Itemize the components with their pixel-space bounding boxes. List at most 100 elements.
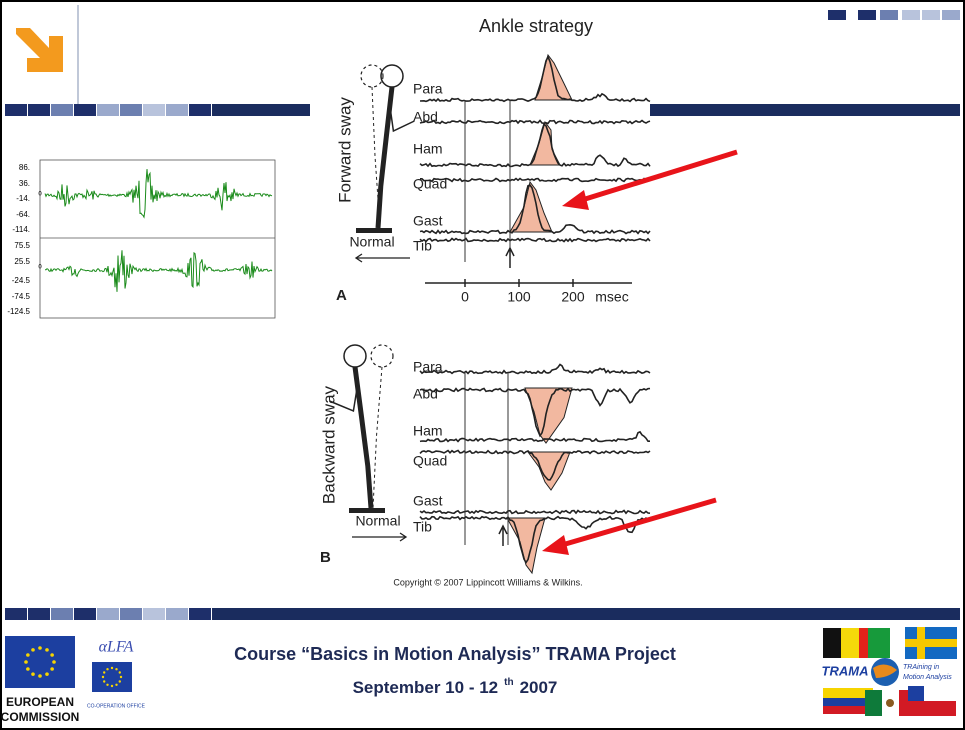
star [106, 684, 108, 686]
star [31, 672, 35, 676]
star [115, 684, 117, 686]
slide: 86. 36. -14. -64. -114. 0 75.5 25.5 -24.… [0, 0, 965, 730]
star [50, 667, 54, 671]
band-seg [189, 104, 211, 116]
tick-label: -74.5 [12, 292, 31, 301]
band-seg [97, 608, 119, 620]
logo-text: COMMISSION [1, 710, 80, 724]
star [102, 676, 104, 678]
star [115, 668, 117, 670]
logo-text: CO-OPERATION OFFICE [87, 703, 146, 709]
head [381, 65, 403, 87]
platform [356, 228, 392, 233]
bar [922, 10, 940, 20]
band-seg [143, 104, 165, 116]
star [45, 672, 49, 676]
axis-tick-label: 200 [561, 289, 585, 305]
star [50, 653, 54, 657]
star [103, 671, 105, 673]
star [26, 653, 30, 657]
logo-text: EUROPEAN [6, 695, 74, 709]
footer-band [5, 608, 960, 620]
band-seg [51, 608, 73, 620]
band-seg [189, 608, 211, 620]
star [38, 674, 42, 678]
direction-label: Normal [349, 234, 394, 250]
logo-text: αLFA [99, 639, 134, 656]
platform [349, 508, 385, 513]
panel-label: B [320, 549, 331, 566]
band-seg [28, 608, 50, 620]
muscle-label: Gast [413, 493, 443, 509]
tick-label: 75.5 [14, 241, 30, 250]
date: September 10 - 12 [353, 678, 499, 697]
tick-label: -114. [12, 225, 30, 234]
star [24, 660, 28, 664]
star [103, 680, 105, 682]
muscle-label: Abd [413, 386, 438, 402]
star [106, 668, 108, 670]
axis-tick-label: 0 [461, 289, 469, 305]
panel-label: A [336, 287, 347, 304]
eu-logo: EUROPEAN COMMISSION [1, 636, 80, 724]
course-title: Course “Basics in Motion Analysis” TRAMA… [234, 644, 676, 664]
date-sup: th [504, 677, 513, 688]
star [111, 685, 113, 687]
band-seg [143, 608, 165, 620]
tick-label: -64. [16, 210, 30, 219]
band-seg [97, 104, 119, 116]
direction-label: Normal [355, 513, 400, 529]
star [52, 660, 56, 664]
star [119, 680, 121, 682]
tick-label: -24.5 [12, 276, 31, 285]
muscle-label: Gast [413, 213, 443, 229]
muscle-label: Quad [413, 453, 447, 469]
bar [880, 10, 898, 20]
band-seg [74, 608, 96, 620]
band-seg [51, 104, 73, 116]
band-line [212, 608, 960, 620]
band-seg [120, 608, 142, 620]
band-seg [120, 104, 142, 116]
course-date: September 10 - 12 th 2007 [353, 677, 558, 698]
band-seg [5, 104, 27, 116]
tick-label: -14. [16, 194, 30, 203]
tick-label: 36. [19, 179, 30, 188]
figure: Ankle strategy Forward sway Normal Para … [310, 5, 650, 597]
band-seg [166, 608, 188, 620]
band-seg [5, 608, 27, 620]
star [120, 676, 122, 678]
star [111, 667, 113, 669]
sway-label: Forward sway [335, 97, 354, 203]
year: 2007 [520, 678, 558, 697]
star [31, 648, 35, 652]
figure-title: Ankle strategy [479, 16, 593, 36]
muscle-label: Tib [413, 519, 432, 535]
band-seg [166, 104, 188, 116]
axis-tick-label: 100 [507, 289, 531, 305]
star [26, 667, 30, 671]
band-seg [28, 104, 50, 116]
muscle-label: Para [413, 81, 443, 97]
logo-text: Motion Analysis [903, 674, 952, 681]
emg-plot: 86. 36. -14. -64. -114. 0 75.5 25.5 -24.… [7, 160, 275, 318]
muscle-label: Quad [413, 176, 447, 192]
tick-label: 86. [19, 163, 30, 172]
band-seg [74, 104, 96, 116]
copyright: Copyright © 2007 Lippincott Williams & W… [393, 577, 582, 587]
logo-text: TRAining in [903, 664, 939, 671]
muscle-label: Ham [413, 423, 443, 439]
bar [828, 10, 846, 20]
star [45, 648, 49, 652]
star [119, 671, 121, 673]
star [38, 646, 42, 650]
muscle-label: Ham [413, 141, 443, 157]
logo-text: TRAMA [822, 663, 869, 678]
head [344, 345, 366, 367]
bar [902, 10, 920, 20]
tick-label: -124.5 [7, 307, 30, 316]
bar [858, 10, 876, 20]
tick-label: 25.5 [14, 257, 30, 266]
bar [942, 10, 960, 20]
axis-unit: msec [595, 289, 628, 305]
